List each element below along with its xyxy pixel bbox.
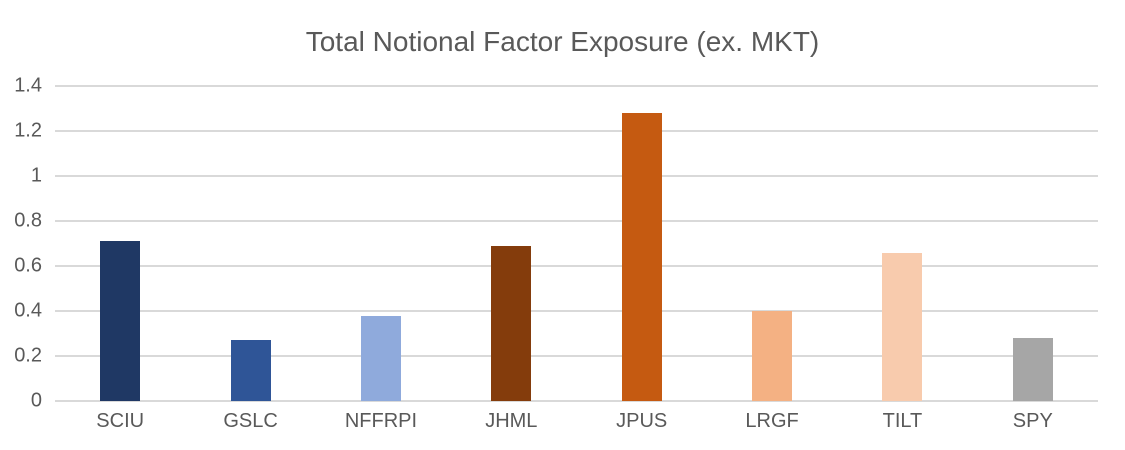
gridline: [55, 175, 1098, 177]
x-axis-label-SPY: SPY: [1012, 410, 1053, 432]
x-axis-label-NFFRPI: NFFRPI: [344, 410, 418, 432]
gridline: [55, 130, 1098, 132]
plot-area: [55, 85, 1098, 402]
y-axis-tick-label: 0: [30, 389, 42, 412]
bar-GSLC: [230, 340, 271, 401]
gridline: [55, 400, 1098, 402]
y-axis-tick-label: 0.8: [14, 209, 42, 232]
gridline: [55, 355, 1098, 357]
bar-LRGF: [752, 311, 793, 401]
x-axis-label-JPUS: JPUS: [616, 410, 668, 432]
bar-SPY: [1012, 338, 1053, 401]
x-axis-label-SCIU: SCIU: [96, 410, 145, 432]
gridline: [55, 310, 1098, 312]
y-axis-tick-label: 0.4: [14, 299, 42, 322]
x-axis-label-LRGF: LRGF: [745, 410, 799, 432]
gridline: [55, 265, 1098, 267]
gridline: [55, 85, 1098, 87]
x-axis-label-TILT: TILT: [882, 410, 923, 432]
y-axis-tick-label: 1.4: [14, 74, 42, 97]
gridline: [55, 220, 1098, 222]
x-axis-label-GSLC: GSLC: [223, 410, 278, 432]
y-axis-tick-label: 1.2: [14, 119, 42, 142]
bar-JHML: [491, 245, 532, 401]
y-axis-tick-label: 0.6: [14, 254, 42, 277]
y-axis-tick-label: 0.2: [14, 344, 42, 367]
chart-title: Total Notional Factor Exposure (ex. MKT): [305, 26, 820, 57]
bar-SCIU: [100, 241, 141, 401]
x-axis-label-JHML: JHML: [485, 410, 538, 432]
bar-NFFRPI: [360, 315, 401, 401]
bar-JPUS: [621, 113, 662, 401]
bar-TILT: [882, 252, 923, 401]
y-axis-tick-label: 1: [30, 164, 42, 187]
